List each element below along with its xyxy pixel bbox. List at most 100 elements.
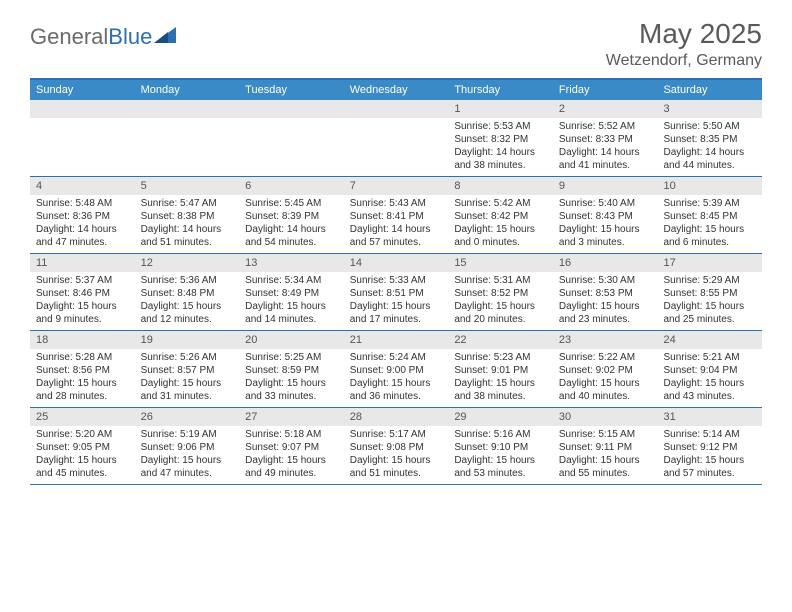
sunrise-text: Sunrise: 5:48 AM (36, 197, 129, 210)
day-number: 21 (344, 331, 449, 349)
sunrise-text: Sunrise: 5:17 AM (350, 428, 443, 441)
day-body: Sunrise: 5:21 AMSunset: 9:04 PMDaylight:… (657, 349, 762, 407)
day-number: 30 (553, 408, 658, 426)
day-cell: 20Sunrise: 5:25 AMSunset: 8:59 PMDayligh… (239, 331, 344, 407)
daylight-text: Daylight: 15 hours and 43 minutes. (663, 377, 756, 403)
logo: GeneralBlue (30, 24, 176, 50)
day-body: Sunrise: 5:22 AMSunset: 9:02 PMDaylight:… (553, 349, 658, 407)
daylight-text: Daylight: 15 hours and 17 minutes. (350, 300, 443, 326)
day-number: 4 (30, 177, 135, 195)
day-body: Sunrise: 5:48 AMSunset: 8:36 PMDaylight:… (30, 195, 135, 253)
day-body: Sunrise: 5:19 AMSunset: 9:06 PMDaylight:… (135, 426, 240, 484)
day-number (30, 100, 135, 118)
day-number: 2 (553, 100, 658, 118)
day-number: 12 (135, 254, 240, 272)
sunset-text: Sunset: 9:01 PM (454, 364, 547, 377)
day-cell: 4Sunrise: 5:48 AMSunset: 8:36 PMDaylight… (30, 177, 135, 253)
day-cell: 19Sunrise: 5:26 AMSunset: 8:57 PMDayligh… (135, 331, 240, 407)
day-body: Sunrise: 5:17 AMSunset: 9:08 PMDaylight:… (344, 426, 449, 484)
daylight-text: Daylight: 14 hours and 47 minutes. (36, 223, 129, 249)
day-number: 19 (135, 331, 240, 349)
day-body: Sunrise: 5:28 AMSunset: 8:56 PMDaylight:… (30, 349, 135, 407)
day-cell: 15Sunrise: 5:31 AMSunset: 8:52 PMDayligh… (448, 254, 553, 330)
day-cell (135, 100, 240, 176)
sunset-text: Sunset: 8:41 PM (350, 210, 443, 223)
sunrise-text: Sunrise: 5:53 AM (454, 120, 547, 133)
day-number: 13 (239, 254, 344, 272)
day-number: 11 (30, 254, 135, 272)
daylight-text: Daylight: 15 hours and 45 minutes. (36, 454, 129, 480)
day-cell (344, 100, 449, 176)
daylight-text: Daylight: 14 hours and 51 minutes. (141, 223, 234, 249)
day-number (344, 100, 449, 118)
daylight-text: Daylight: 15 hours and 31 minutes. (141, 377, 234, 403)
sunrise-text: Sunrise: 5:31 AM (454, 274, 547, 287)
sunset-text: Sunset: 9:10 PM (454, 441, 547, 454)
sunrise-text: Sunrise: 5:15 AM (559, 428, 652, 441)
week-row: 18Sunrise: 5:28 AMSunset: 8:56 PMDayligh… (30, 331, 762, 408)
day-body: Sunrise: 5:33 AMSunset: 8:51 PMDaylight:… (344, 272, 449, 330)
daylight-text: Daylight: 15 hours and 12 minutes. (141, 300, 234, 326)
daylight-text: Daylight: 14 hours and 38 minutes. (454, 146, 547, 172)
sunset-text: Sunset: 8:39 PM (245, 210, 338, 223)
day-cell (30, 100, 135, 176)
day-body: Sunrise: 5:23 AMSunset: 9:01 PMDaylight:… (448, 349, 553, 407)
day-header-thu: Thursday (448, 80, 553, 100)
daylight-text: Daylight: 15 hours and 0 minutes. (454, 223, 547, 249)
sunrise-text: Sunrise: 5:42 AM (454, 197, 547, 210)
logo-text-general: General (30, 24, 108, 50)
day-cell: 5Sunrise: 5:47 AMSunset: 8:38 PMDaylight… (135, 177, 240, 253)
day-number: 28 (344, 408, 449, 426)
sunset-text: Sunset: 8:52 PM (454, 287, 547, 300)
header: GeneralBlue May 2025 Wetzendorf, Germany (30, 18, 762, 70)
daylight-text: Daylight: 15 hours and 9 minutes. (36, 300, 129, 326)
sunset-text: Sunset: 9:12 PM (663, 441, 756, 454)
sunrise-text: Sunrise: 5:14 AM (663, 428, 756, 441)
day-cell: 13Sunrise: 5:34 AMSunset: 8:49 PMDayligh… (239, 254, 344, 330)
day-body: Sunrise: 5:43 AMSunset: 8:41 PMDaylight:… (344, 195, 449, 253)
day-cell: 1Sunrise: 5:53 AMSunset: 8:32 PMDaylight… (448, 100, 553, 176)
daylight-text: Daylight: 15 hours and 23 minutes. (559, 300, 652, 326)
day-cell: 6Sunrise: 5:45 AMSunset: 8:39 PMDaylight… (239, 177, 344, 253)
sunset-text: Sunset: 9:11 PM (559, 441, 652, 454)
daylight-text: Daylight: 15 hours and 20 minutes. (454, 300, 547, 326)
sunrise-text: Sunrise: 5:52 AM (559, 120, 652, 133)
day-number: 7 (344, 177, 449, 195)
day-cell: 9Sunrise: 5:40 AMSunset: 8:43 PMDaylight… (553, 177, 658, 253)
week-row: 11Sunrise: 5:37 AMSunset: 8:46 PMDayligh… (30, 254, 762, 331)
day-number: 9 (553, 177, 658, 195)
month-title: May 2025 (606, 18, 762, 50)
day-cell: 14Sunrise: 5:33 AMSunset: 8:51 PMDayligh… (344, 254, 449, 330)
day-number: 20 (239, 331, 344, 349)
day-header-fri: Friday (553, 80, 658, 100)
day-number: 1 (448, 100, 553, 118)
day-cell: 27Sunrise: 5:18 AMSunset: 9:07 PMDayligh… (239, 408, 344, 484)
sunrise-text: Sunrise: 5:24 AM (350, 351, 443, 364)
day-number: 23 (553, 331, 658, 349)
day-header-wed: Wednesday (344, 80, 449, 100)
sunset-text: Sunset: 9:02 PM (559, 364, 652, 377)
day-body: Sunrise: 5:36 AMSunset: 8:48 PMDaylight:… (135, 272, 240, 330)
daylight-text: Daylight: 14 hours and 54 minutes. (245, 223, 338, 249)
day-body: Sunrise: 5:31 AMSunset: 8:52 PMDaylight:… (448, 272, 553, 330)
sunrise-text: Sunrise: 5:30 AM (559, 274, 652, 287)
day-body: Sunrise: 5:52 AMSunset: 8:33 PMDaylight:… (553, 118, 658, 176)
logo-mark-icon (154, 23, 176, 49)
sunrise-text: Sunrise: 5:33 AM (350, 274, 443, 287)
day-number: 29 (448, 408, 553, 426)
day-cell: 22Sunrise: 5:23 AMSunset: 9:01 PMDayligh… (448, 331, 553, 407)
logo-text-blue: Blue (108, 24, 152, 50)
day-number: 31 (657, 408, 762, 426)
sunrise-text: Sunrise: 5:43 AM (350, 197, 443, 210)
sunset-text: Sunset: 8:51 PM (350, 287, 443, 300)
day-number: 27 (239, 408, 344, 426)
sunrise-text: Sunrise: 5:36 AM (141, 274, 234, 287)
sunset-text: Sunset: 8:48 PM (141, 287, 234, 300)
sunrise-text: Sunrise: 5:29 AM (663, 274, 756, 287)
day-cell: 23Sunrise: 5:22 AMSunset: 9:02 PMDayligh… (553, 331, 658, 407)
sunrise-text: Sunrise: 5:19 AM (141, 428, 234, 441)
sunrise-text: Sunrise: 5:18 AM (245, 428, 338, 441)
day-cell: 18Sunrise: 5:28 AMSunset: 8:56 PMDayligh… (30, 331, 135, 407)
sunset-text: Sunset: 9:00 PM (350, 364, 443, 377)
day-cell (239, 100, 344, 176)
